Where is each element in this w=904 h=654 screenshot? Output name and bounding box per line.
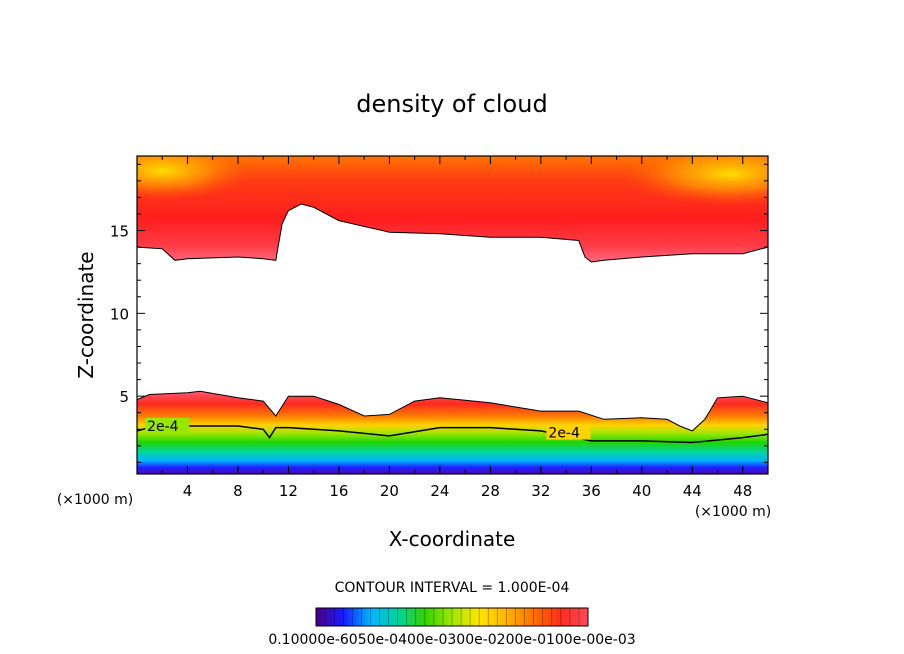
plot-area: [137, 156, 768, 474]
x-tick-label: 36: [582, 482, 601, 500]
lower-cloud-layer: [137, 391, 768, 474]
x-tick-label: 44: [683, 482, 702, 500]
x-tick-label: 4: [183, 482, 193, 500]
upper-layer-contour: [137, 203, 768, 263]
colorbar-gradient: [315, 607, 589, 627]
x-tick-label: 28: [481, 482, 500, 500]
contour-labels: 2e-4 2e-4: [145, 417, 591, 442]
x-unit-right: (×1000 m): [695, 504, 771, 520]
x-axis-ticks: 4 8 12 16 20 24 28 32 36 40 44 48: [161, 156, 752, 500]
colorbar-stripes: [324, 608, 580, 626]
colorbar-labels: 0.10000e-6050e-0400e-0300e-0200e-0100e-0…: [268, 632, 635, 648]
contour-label-left: 2e-4: [147, 419, 179, 435]
x-tick-label: 16: [329, 482, 348, 500]
upper-layer-high-density-left: [137, 156, 253, 201]
y-axis-label: Z-coordinate: [74, 251, 98, 378]
upper-cloud-layer: [137, 156, 768, 262]
x-tick-label: 8: [233, 482, 243, 500]
x-unit-left: (×1000 m): [57, 492, 133, 508]
y-tick-label: 15: [110, 223, 129, 241]
x-tick-label: 32: [531, 482, 550, 500]
y-tick-label: 10: [110, 305, 129, 323]
x-tick-label: 24: [430, 482, 449, 500]
contour-interval-text: CONTOUR INTERVAL = 1.000E-04: [335, 580, 570, 596]
y-tick-label: 5: [119, 388, 129, 406]
x-tick-label: 20: [380, 482, 399, 500]
y-axis-ticks: 5 10 15: [110, 163, 768, 463]
plot-frame: [136, 155, 769, 475]
lower-layer-contour: [137, 390, 768, 432]
x-axis-label: X-coordinate: [389, 527, 516, 551]
contour-line-2e-4: [137, 423, 768, 444]
x-tick-label: 48: [733, 482, 752, 500]
x-tick-label: 40: [632, 482, 651, 500]
colorbar: [315, 607, 589, 627]
chart-title: density of cloud: [356, 90, 547, 118]
upper-layer-high-density-right: [620, 156, 768, 207]
contour-label-right: 2e-4: [548, 426, 580, 442]
x-tick-label: 12: [279, 482, 298, 500]
